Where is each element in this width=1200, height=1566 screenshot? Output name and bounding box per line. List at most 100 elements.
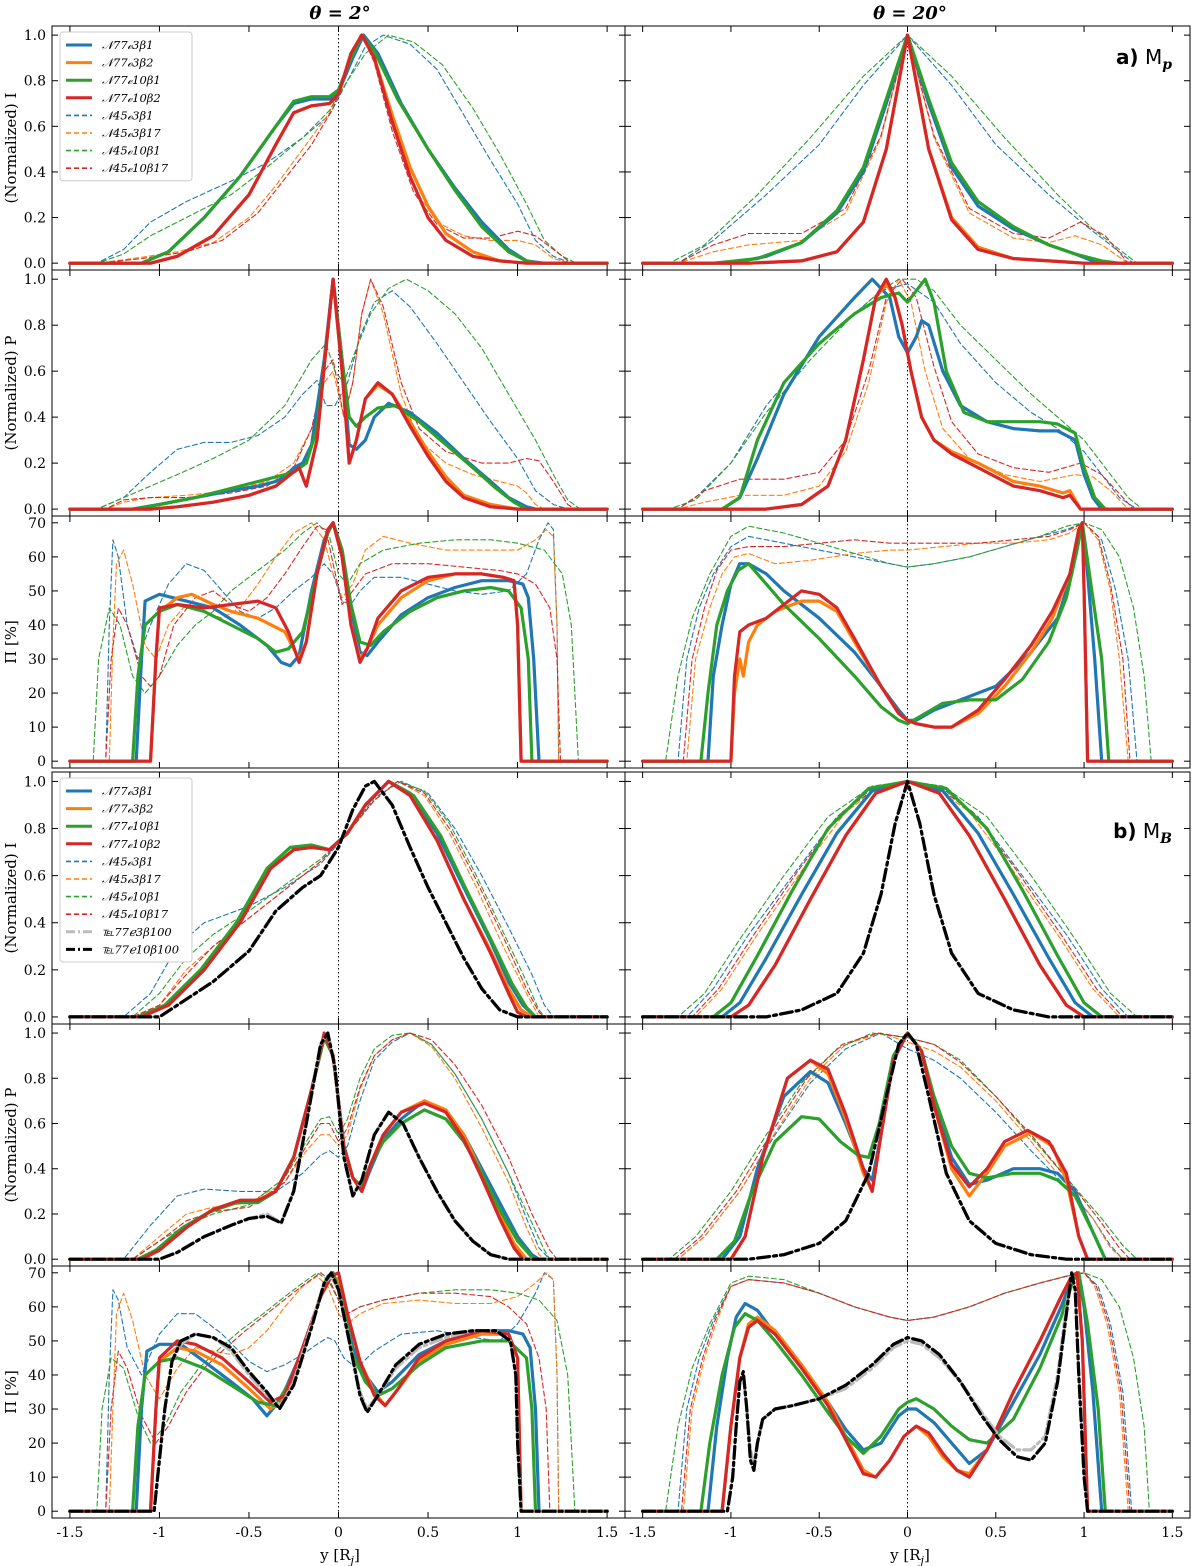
series-line-N77M10b2 (68, 521, 609, 763)
x-tick-label: 1.5 (1161, 1525, 1183, 1541)
y-tick-label: 10 (28, 1470, 46, 1486)
series-line-F77M10b100 (641, 779, 1174, 1019)
series-line-N45M10b1 (69, 780, 608, 1018)
y-tick-label: 0.0 (24, 1010, 46, 1026)
panel-a-Pi-2 (68, 521, 609, 763)
legend-a: 𝒩77ℯ3β1 𝒩77ℯ3β2 𝒩77ℯ10β1 𝒩77ℯ10β2 𝒩45ℯ3β1 𝒩45… (59, 31, 193, 182)
series-line-N77M10b2 (68, 33, 609, 265)
y-tick-label: 0.6 (24, 119, 46, 135)
series-line-N45M3b1 (69, 34, 608, 264)
series-line-N45M10b1 (642, 522, 1173, 762)
x-tick-label: 0 (334, 1525, 343, 1541)
series-line-N45M10b17 (69, 278, 608, 510)
legend-label: 𝒩45ℯ10β1 (102, 890, 161, 904)
series-line-N45M3b17 (69, 1032, 608, 1260)
y-tick-label: 1.0 (24, 1026, 46, 1042)
series-line-N77M10b2 (641, 33, 1174, 265)
x-tick-label: -1 (724, 1525, 738, 1541)
row-y-label: Π [%] (2, 1370, 20, 1414)
series-line-N77M10b2 (68, 1031, 609, 1261)
legend-label: 𝒩77ℯ10β1 (102, 73, 161, 87)
series-line-N77M10b2 (68, 277, 609, 511)
series-line-N45M3b17 (642, 522, 1173, 762)
panel-a-P-20 (641, 277, 1174, 511)
y-tick-label: 0.8 (24, 74, 46, 90)
row-y-label: (Normalized) P (2, 335, 20, 450)
y-tick-label: 0.2 (24, 456, 46, 472)
legend-label: 𝒩77ℯ3β1 (102, 784, 153, 798)
x-axis-label-right: y [Rj] (889, 1546, 930, 1566)
y-tick-label: 0.2 (24, 1207, 46, 1223)
series-line-N45M10b1 (69, 1272, 608, 1512)
x-tick-label: -1 (153, 1525, 167, 1541)
y-tick-label: 0.6 (24, 1117, 46, 1133)
series-line-N45M10b17 (642, 1272, 1173, 1512)
series-line-N45M10b17 (642, 522, 1173, 762)
y-tick-label: 0.2 (24, 963, 46, 979)
series-line-N45M3b1 (642, 34, 1173, 264)
y-tick-label: 0.8 (24, 822, 46, 838)
y-tick-label: 1.0 (24, 28, 46, 44)
legend-label: 𝒩45ℯ3β1 (102, 108, 153, 122)
x-tick-label: 1 (513, 1525, 522, 1541)
y-tick-label: 0.2 (24, 211, 46, 227)
column-title-theta-20: θ = 20° (873, 3, 947, 24)
legend-b: 𝒩77ℯ3β1 𝒩77ℯ3β2 𝒩77ℯ10β1 𝒩77ℯ10β2 𝒩45ℯ3β1 𝒩45… (59, 777, 193, 963)
y-tick-label: 10 (28, 720, 46, 736)
y-tick-label: 0.4 (24, 410, 46, 426)
y-tick-label: 50 (28, 584, 46, 600)
y-tick-label: 0.4 (24, 165, 46, 181)
legend-label: 𝒩45ℯ3β17 (102, 126, 161, 140)
legend-label: 𝒩77ℯ10β2 (102, 91, 161, 105)
x-axis-label-left: y [Rj] (319, 1546, 360, 1566)
series-line-N45M10b1 (69, 522, 608, 762)
x-tick-label: 0.5 (985, 1525, 1007, 1541)
series-line-N77M3b1 (641, 277, 1174, 511)
series-line-N45M10b17 (69, 780, 608, 1018)
row-y-label: (Normalized) I (2, 92, 20, 203)
series-line-N77M10b1 (641, 277, 1174, 511)
series-line-N45M3b17 (69, 1272, 608, 1512)
legend-label: 𝒩45ℯ3β17 (102, 872, 161, 886)
panel-b-Pi-20 (641, 1271, 1174, 1513)
x-tick-label: 0.5 (417, 1525, 439, 1541)
y-tick-label: 70 (28, 1266, 46, 1282)
legend-box (59, 777, 193, 963)
series-line-N45M3b17 (642, 1032, 1173, 1260)
legend-label: 𝒩45ℯ10β1 (102, 144, 161, 158)
y-tick-label: 1.0 (24, 774, 46, 790)
series-line-N45M3b1 (69, 1272, 608, 1512)
x-tick-label: 1 (1080, 1525, 1089, 1541)
y-tick-label: 30 (28, 1402, 46, 1418)
y-tick-label: 20 (28, 686, 46, 702)
series-line-N45M10b1 (642, 34, 1173, 264)
series-line-N45M10b17 (642, 278, 1173, 510)
legend-label: 𝒩77ℯ3β1 (102, 38, 153, 52)
panel-a-I-2 (68, 33, 609, 265)
legend-label: ℡77ℯ10β100 (102, 942, 179, 956)
series-line-N45M3b1 (69, 290, 608, 510)
legend-label: 𝒩45ℯ10β17 (102, 161, 169, 175)
series-line-N77M10b2 (68, 779, 609, 1019)
series-line-N45M3b17 (69, 522, 608, 762)
panel-label-b: b) MB (1113, 819, 1172, 847)
series-line-N45M3b1 (69, 522, 608, 762)
series-line-N77M10b1 (641, 1271, 1174, 1513)
y-tick-label: 1.0 (24, 272, 46, 288)
y-tick-label: 40 (28, 618, 46, 634)
legend-label: ℡77ℯ3β100 (102, 925, 172, 939)
series-line-N77M10b2 (641, 1271, 1174, 1513)
legend-label: 𝒩77ℯ3β2 (102, 802, 153, 816)
series-line-N45M10b17 (642, 1032, 1173, 1260)
series-line-F77M10b100 (641, 1031, 1174, 1261)
x-tick-label: -0.5 (806, 1525, 833, 1541)
legend-label: 𝒩45ℯ10β17 (102, 907, 169, 921)
panel-a-Pi-20 (641, 521, 1174, 763)
column-title-theta-2: θ = 2° (309, 3, 370, 24)
y-tick-label: 0 (37, 754, 46, 770)
series-line-N45M10b17 (642, 34, 1173, 264)
y-tick-label: 40 (28, 1368, 46, 1384)
series-line-N45M10b17 (69, 34, 608, 264)
panel-label-a: a) Mp (1116, 45, 1172, 73)
